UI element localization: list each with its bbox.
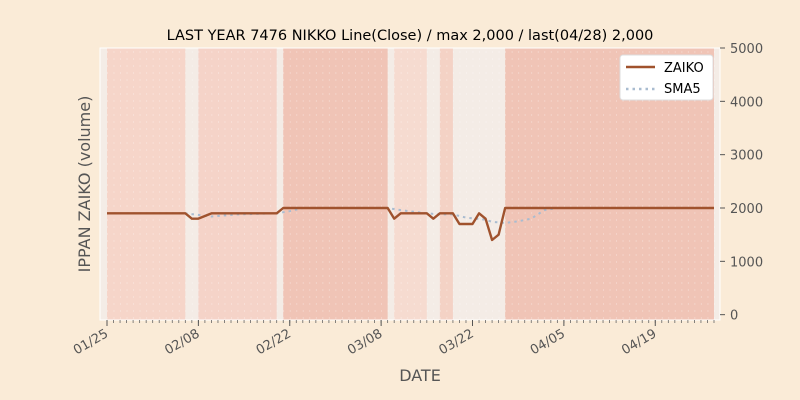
legend-label-sma5: SMA5 [664, 82, 701, 97]
legend-label-zaiko: ZAIKO [664, 61, 704, 76]
shaded-bands [107, 48, 714, 320]
y-axis-label: IPPAN ZAIKO (volume) [75, 96, 94, 273]
plot-border [99, 47, 721, 321]
shaded-band-3 [394, 48, 427, 320]
shaded-band-2 [283, 48, 388, 320]
dot-pattern [107, 51, 715, 319]
y-tick-label: 4000 [730, 95, 763, 110]
shaded-band-4 [439, 48, 453, 320]
series-line-zaiko [107, 206, 714, 242]
y-tick-label: 2000 [730, 202, 763, 217]
y-axis: 0 1000 2000 3000 4000 5000 [720, 42, 763, 324]
plot-area [99, 47, 721, 321]
legend: ZAIKO SMA5 [619, 54, 714, 101]
y-tick-label: 1000 [730, 255, 763, 270]
series-line-sma5 [107, 207, 714, 224]
shaded-band-0 [107, 48, 186, 320]
y-tick-label: 0 [730, 309, 738, 324]
x-axis-label: DATE [399, 366, 441, 385]
series-lines [107, 206, 714, 242]
y-tick-label: 3000 [730, 149, 763, 164]
shaded-band-1 [198, 48, 277, 320]
y-tick-label: 5000 [730, 42, 763, 57]
chart-title: LAST YEAR 7476 NIKKO Line(Close) / max 2… [167, 28, 654, 44]
dot-grid [107, 51, 715, 319]
